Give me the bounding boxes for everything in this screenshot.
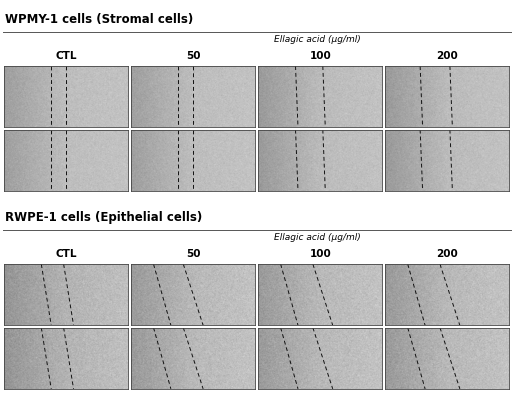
Text: Ellagic acid (μg/ml): Ellagic acid (μg/ml) <box>274 233 361 242</box>
Text: WPMY-1 cells (Stromal cells): WPMY-1 cells (Stromal cells) <box>5 13 194 26</box>
Text: RWPE-1 cells (Epithelial cells): RWPE-1 cells (Epithelial cells) <box>5 211 202 224</box>
Text: CTL: CTL <box>55 249 77 259</box>
Text: Ellagic acid (μg/ml): Ellagic acid (μg/ml) <box>274 35 361 44</box>
Text: 200: 200 <box>437 51 458 61</box>
Text: 50: 50 <box>186 51 201 61</box>
Text: CTL: CTL <box>55 51 77 61</box>
Text: 50: 50 <box>186 249 201 259</box>
Text: 200: 200 <box>437 249 458 259</box>
Text: 100: 100 <box>309 249 331 259</box>
Text: 100: 100 <box>309 51 331 61</box>
